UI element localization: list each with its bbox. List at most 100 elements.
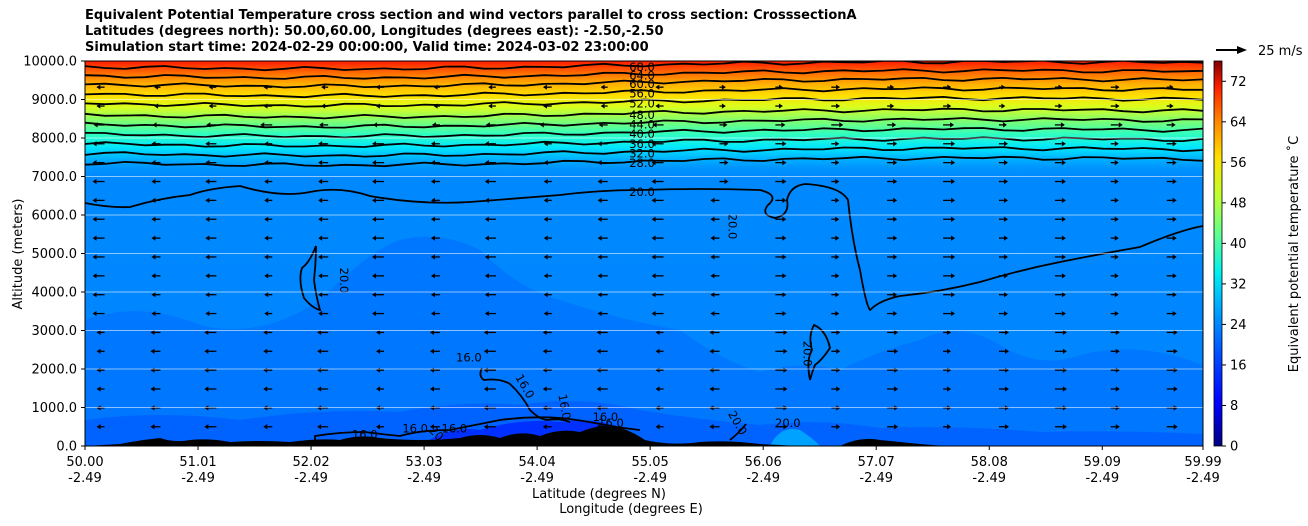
wind-vector-head [597,216,602,222]
wind-vector-head [1062,424,1067,430]
wind-vector-head [894,348,899,354]
wind-vector-head [1171,122,1176,128]
contour-20-mid [85,183,1203,312]
wind-vector-head [597,310,602,317]
wind-vector-head [539,122,544,128]
wind-vector-head [1003,273,1008,279]
wind-vector-head [782,178,787,185]
wind-vector-head [1003,310,1008,317]
wind-vector-head [205,141,210,147]
wind-vector-head [152,122,157,128]
wind-vector-head [205,292,210,298]
wind-vector-head [782,292,787,298]
wind-vector-head [709,386,714,392]
wind-vector-head [710,254,715,260]
x-axis: 50.00-2.4951.01-2.4952.02-2.4953.03-2.49… [66,446,1222,486]
wind-vector-head [892,122,897,128]
wind-vector-head [154,103,159,109]
plot-area: 20.028.032.036.040.044.048.052.056.060.0… [85,61,1203,446]
wind-vector-head [778,84,783,90]
wind-vector-head [484,216,489,222]
wind-vector-head [782,141,787,147]
wind-vector-head [430,216,435,222]
wind-vector-head [372,141,377,147]
colorbar-tick-label: 72 [1230,75,1247,90]
wind-vector-head [782,197,787,203]
wind-vector-head [1062,329,1067,336]
wind-vector-head [1060,122,1065,128]
colorbar-ticks: 0 8 16 24 32 40 48 56 64 72 [1222,75,1247,455]
wind-vector-head [597,254,602,260]
wind-vector-head [484,292,489,298]
wind-vector-head [376,424,381,430]
wind-vector-head [318,216,323,222]
contour-label: 20.0 [725,214,739,240]
wind-vector-head [372,216,377,222]
wind-vector-head [1173,348,1178,354]
wind-vector-head [150,424,155,430]
wind-vector-head [205,310,210,317]
wind-vector-head [205,178,210,185]
wind-vector-head [710,292,715,298]
wind-vector-head [1004,348,1009,354]
y-tick-label: 0.0 [56,440,77,455]
wind-vector-head [597,197,602,203]
wind-vector-head [429,424,434,430]
wind-vector-head [596,329,601,336]
wind-vector-head [1172,235,1177,241]
wind-vector-head [318,273,323,279]
wind-vector-head [1172,197,1177,203]
wind-vector-head [951,160,956,166]
y-tick-label: 8000.0 [32,132,78,147]
colorbar-tick-label: 32 [1230,277,1247,292]
wind-vector-head [429,386,434,392]
wind-vector-head [542,84,547,90]
wind-vector-head [317,424,322,430]
wind-vector-head [372,197,377,203]
wind-vector-head [783,386,788,392]
wind-vector-head [782,216,787,222]
wind-vector-head [1001,103,1006,109]
wind-vector-head [92,292,97,298]
wind-vector-head [947,424,952,430]
y-tick-label: 7000.0 [32,170,78,185]
wind-vector-head [1115,84,1120,90]
wind-vector-head [484,254,489,260]
contour-20-west-loop [299,245,322,312]
wind-vector-head [264,160,269,166]
lower-contours [85,183,1203,446]
wind-vector-head [951,216,956,222]
wind-vector-head [542,386,547,392]
wind-vector-head [429,329,434,336]
wind-vector-head [836,84,841,90]
wind-vector-head [483,386,488,392]
wind-vector-head [543,310,548,317]
wind-vector-head [1114,235,1119,241]
wind-vector-head [651,178,656,185]
wind-vector-head [836,103,841,109]
wind-vector-head [1003,254,1008,260]
wind-vector-head [150,348,155,354]
wind-vector-head [96,424,101,430]
wind-vector-head [709,329,714,336]
colorbar-tick-label: 8 [1230,399,1238,414]
wind-vector-head [318,197,323,203]
contour-label: 20.0 [629,185,655,199]
wind-vector-head [96,348,101,354]
wind-vector-head [947,329,952,336]
wind-vector-head [319,122,324,128]
wind-vector-head [600,84,605,90]
wind-vector-head [782,160,787,166]
wind-vector-head [1004,386,1009,392]
wind-vector-head [154,84,159,90]
wind-vector-head [376,348,381,354]
wind-vector-head [204,424,209,430]
wind-vector-head [433,84,438,90]
wind-vector-head [92,310,97,317]
wind-vector-head [724,178,729,185]
y-tick-label: 9000.0 [32,93,78,108]
wind-vector-head [429,348,434,354]
wind-vector-head [375,84,380,90]
wind-vector-head [430,178,435,185]
wind-vector-head [655,424,660,430]
